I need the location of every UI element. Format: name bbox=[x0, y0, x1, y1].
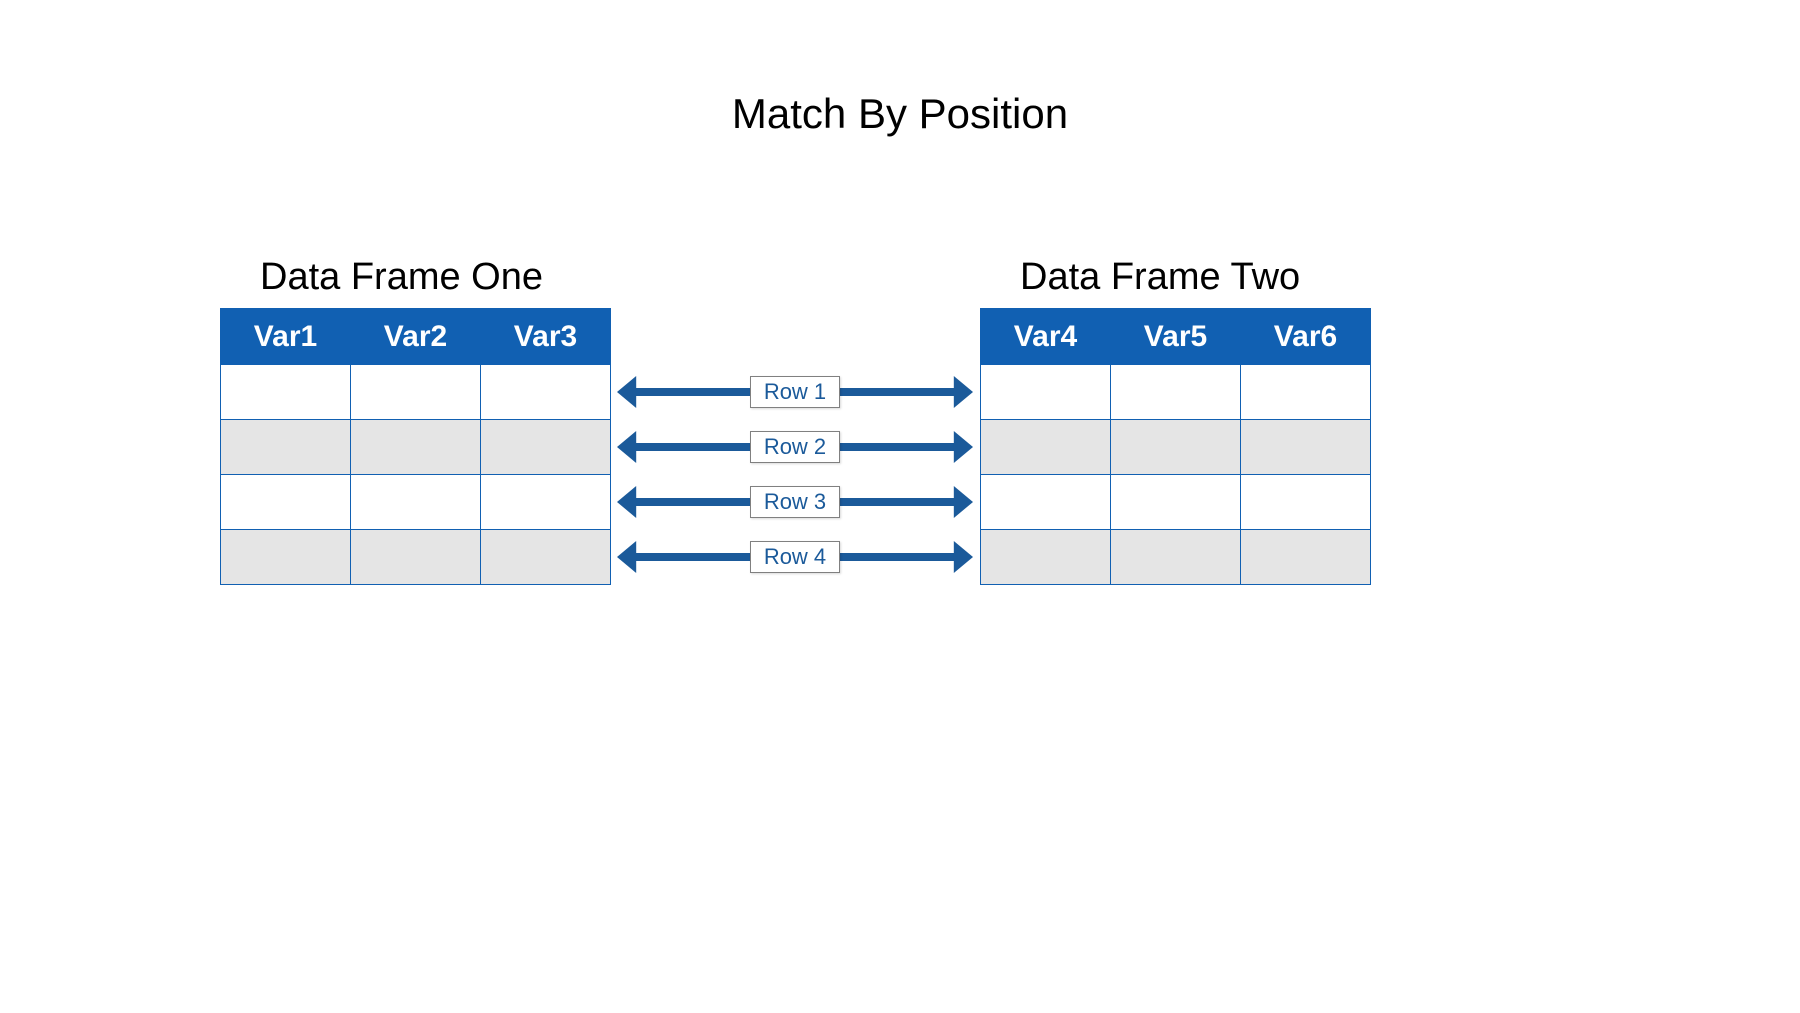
column-header: Var2 bbox=[351, 309, 481, 365]
table-cell bbox=[1111, 420, 1241, 475]
table-cell bbox=[351, 420, 481, 475]
table-cell bbox=[981, 530, 1111, 585]
data-frame-two-table: Var4Var5Var6 bbox=[980, 308, 1371, 585]
table-cell bbox=[1241, 420, 1371, 475]
data-frame-one-table: Var1Var2Var3 bbox=[220, 308, 611, 585]
table-row bbox=[221, 475, 611, 530]
table-row bbox=[981, 530, 1371, 585]
table-cell bbox=[351, 475, 481, 530]
row-label: Row 4 bbox=[750, 541, 840, 573]
diagram-title: Match By Position bbox=[0, 90, 1800, 138]
table-cell bbox=[221, 475, 351, 530]
table-cell bbox=[1111, 475, 1241, 530]
table-cell bbox=[221, 530, 351, 585]
frame-two-label: Data Frame Two bbox=[1020, 256, 1300, 299]
row-label: Row 1 bbox=[750, 376, 840, 408]
table-row bbox=[981, 365, 1371, 420]
table-row bbox=[981, 475, 1371, 530]
table-cell bbox=[481, 475, 611, 530]
table-row bbox=[221, 365, 611, 420]
table-cell bbox=[1241, 365, 1371, 420]
row-label: Row 2 bbox=[750, 431, 840, 463]
table-cell bbox=[981, 475, 1111, 530]
table-cell bbox=[351, 365, 481, 420]
table-cell bbox=[1241, 475, 1371, 530]
table-cell bbox=[481, 365, 611, 420]
column-header: Var1 bbox=[221, 309, 351, 365]
row-label: Row 3 bbox=[750, 486, 840, 518]
table-cell bbox=[1241, 530, 1371, 585]
table-row bbox=[981, 420, 1371, 475]
table-cell bbox=[981, 365, 1111, 420]
table-cell bbox=[1111, 530, 1241, 585]
column-header: Var6 bbox=[1241, 309, 1371, 365]
table-row bbox=[221, 530, 611, 585]
column-header: Var3 bbox=[481, 309, 611, 365]
table-cell bbox=[351, 530, 481, 585]
table-cell bbox=[481, 420, 611, 475]
table-cell bbox=[481, 530, 611, 585]
table-cell bbox=[1111, 365, 1241, 420]
frame-one-label: Data Frame One bbox=[260, 256, 543, 299]
table-cell bbox=[981, 420, 1111, 475]
table-cell bbox=[221, 365, 351, 420]
column-header: Var4 bbox=[981, 309, 1111, 365]
column-header: Var5 bbox=[1111, 309, 1241, 365]
table-cell bbox=[221, 420, 351, 475]
table-row bbox=[221, 420, 611, 475]
